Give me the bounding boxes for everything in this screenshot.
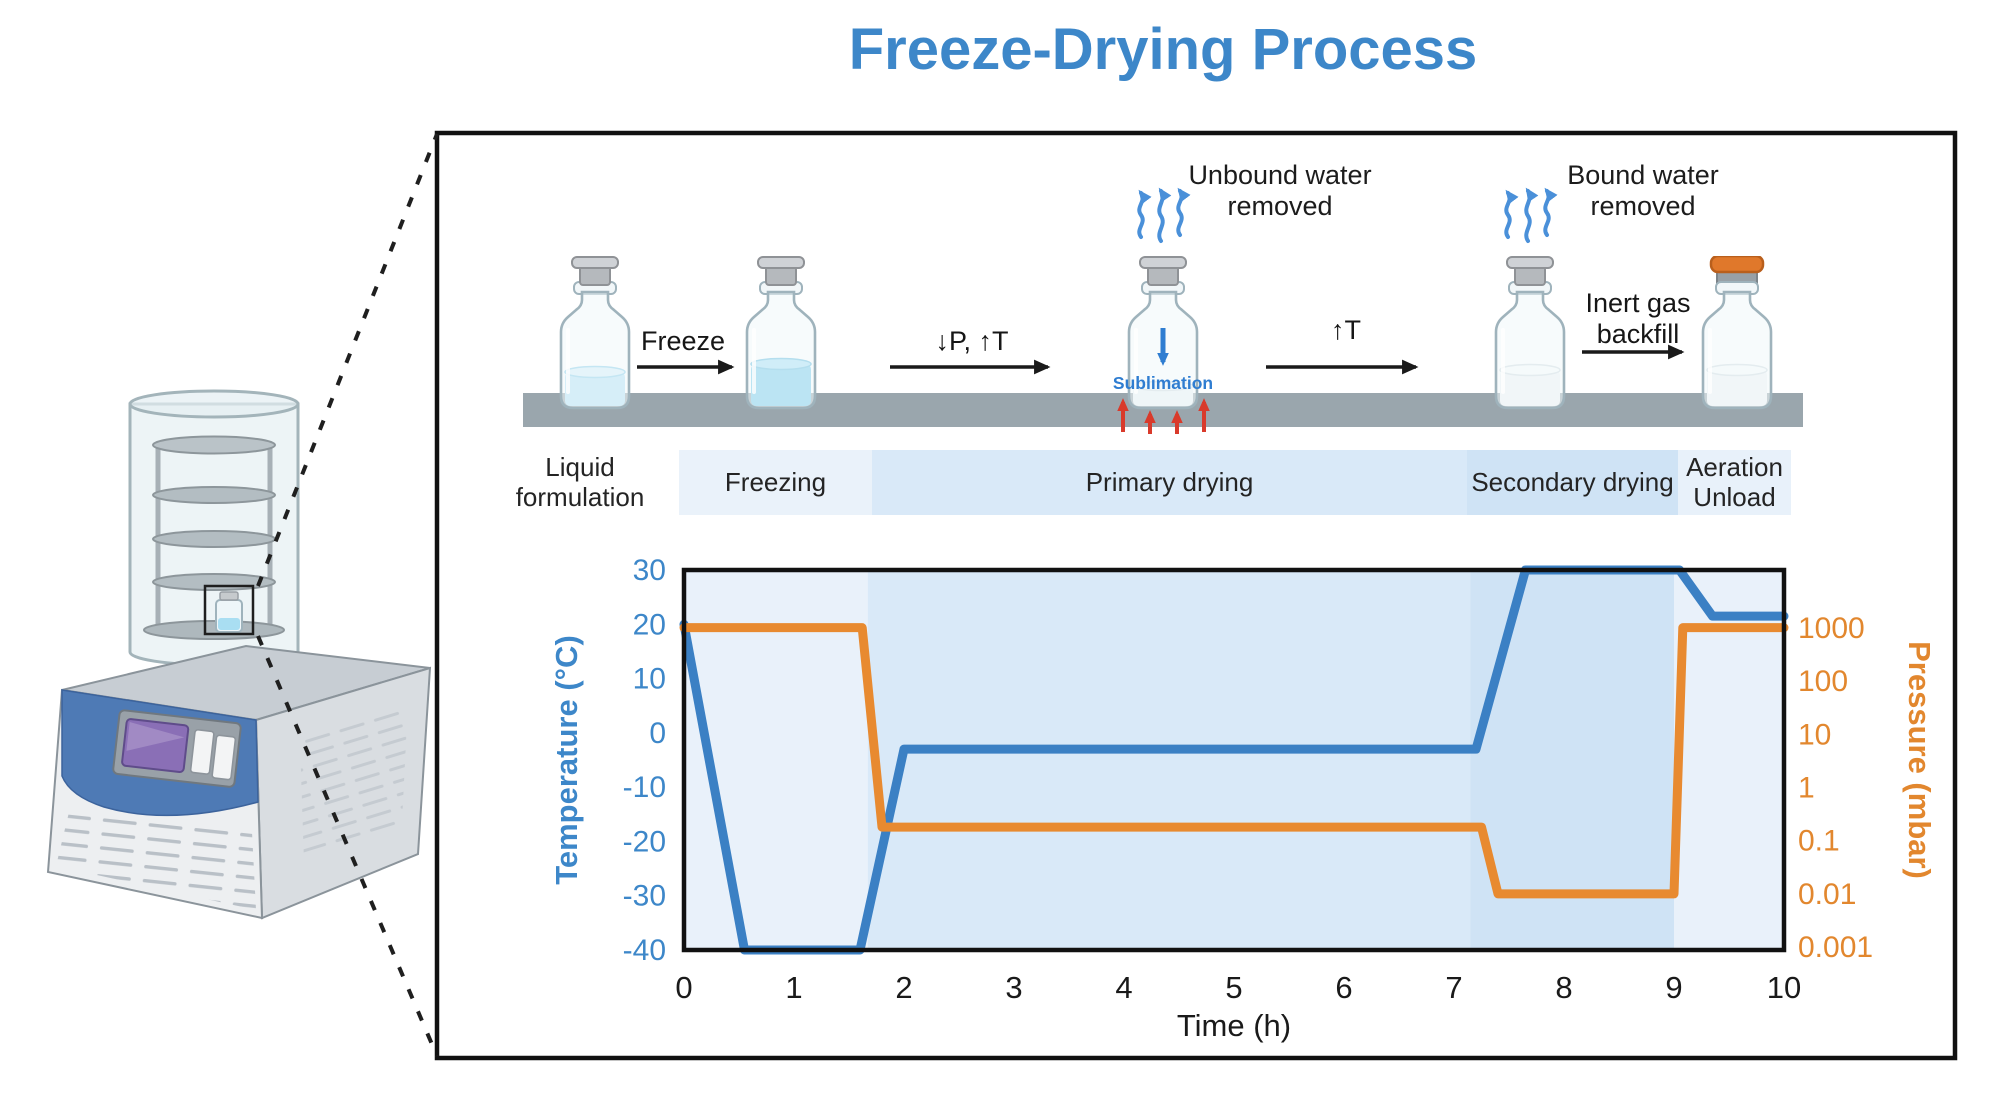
- time-axis-tick: 5: [1225, 970, 1242, 1005]
- pressure-axis-tick: 1: [1798, 771, 1815, 804]
- process-step-arrows: [637, 344, 1685, 375]
- freeze-dryer-machine: [46, 389, 432, 920]
- time-axis-tick: 8: [1555, 970, 1572, 1005]
- inert-gas-step-label: Inert gas backfill: [1585, 288, 1691, 350]
- pressure-axis-tick: 1000: [1798, 612, 1865, 645]
- heat-arrows: [1117, 398, 1210, 434]
- stage-freezing: Freezing: [679, 450, 872, 515]
- temperature-axis-label: Temperature (°C): [549, 635, 584, 885]
- machine-button: [189, 729, 215, 775]
- time-axis-tick: 1: [785, 970, 802, 1005]
- temperature-axis-tick: 0: [649, 717, 666, 750]
- pressure-line: [679, 623, 1789, 899]
- time-axis-tick: 2: [895, 970, 912, 1005]
- chart-frame: [681, 567, 1787, 953]
- temperature-axis-tick: -40: [623, 934, 666, 967]
- callout-dashed-line-bottom: [256, 635, 439, 1057]
- temperature-axis-tick: 10: [633, 663, 666, 696]
- stage-aeration-unload: Aeration Unload: [1678, 450, 1791, 515]
- vapor-arrows-unbound: [1137, 187, 1191, 243]
- time-axis-tick: 6: [1335, 970, 1352, 1005]
- machine-button: [211, 734, 237, 781]
- pressure-axis-label: Pressure (mbar): [1902, 641, 1937, 879]
- machine-vents-side: [300, 702, 408, 862]
- temperature-axis-tick: -20: [623, 825, 666, 858]
- time-axis-tick: 9: [1665, 970, 1682, 1005]
- pressure-temp-step-label: ↓P, ↑T: [935, 326, 1009, 356]
- pressure-axis-tick: 0.001: [1798, 931, 1873, 964]
- temperature-axis-tick: 20: [633, 608, 666, 641]
- temp-step-label: ↑T: [1331, 315, 1361, 345]
- pressure-axis-tick: 0.01: [1798, 878, 1856, 911]
- time-axis-tick: 4: [1115, 970, 1132, 1005]
- time-axis-tick: 10: [1767, 970, 1801, 1005]
- stage-secondary-drying: Secondary drying: [1467, 450, 1678, 515]
- time-axis-tick: 0: [675, 970, 692, 1005]
- page-title: Freeze-Drying Process: [848, 17, 1478, 82]
- vial-capped-final: [1701, 256, 1773, 410]
- sublimation-label: Sublimation: [1112, 373, 1214, 393]
- machine-control-panel: [112, 709, 242, 788]
- process-chart: 3020100-10-20-30-4010001001010.10.010.00…: [549, 554, 1937, 1043]
- temperature-axis-tick: 30: [633, 554, 666, 587]
- callout-dashed-line-top: [256, 133, 439, 587]
- machine-vents-front: [56, 808, 256, 910]
- vial-frozen: [745, 256, 817, 410]
- machine-sample-vial: [215, 591, 243, 633]
- temperature-axis-tick: -10: [623, 771, 666, 804]
- vial-liquid-formulation: [559, 256, 631, 410]
- stage-primary-drying: Primary drying: [872, 450, 1467, 515]
- vial-dried: [1494, 256, 1566, 410]
- vapor-arrows-bound: [1504, 187, 1558, 243]
- pressure-axis-tick: 0.1: [1798, 825, 1840, 858]
- vial-sublimation: [1127, 256, 1199, 410]
- time-axis-tick: 3: [1005, 970, 1022, 1005]
- stage-liquid-formulation: Liquid formulation: [515, 451, 645, 512]
- machine-shelf-stack: [143, 435, 285, 640]
- chart-stage-band: [867, 570, 1471, 950]
- temperature-axis-tick: -30: [623, 880, 666, 913]
- magnifier-square: [203, 584, 255, 636]
- chart-stage-band: [684, 570, 868, 950]
- time-axis-label: Time (h): [1177, 1008, 1291, 1043]
- pressure-axis-tick: 100: [1798, 665, 1848, 698]
- chart-stage-band: [1674, 570, 1784, 950]
- unbound-water-note: Unbound water removed: [1188, 160, 1372, 222]
- time-axis-tick: 7: [1445, 970, 1462, 1005]
- bound-water-note: Bound water removed: [1567, 160, 1719, 222]
- pressure-axis-tick: 10: [1798, 718, 1831, 751]
- freeze-step-label: Freeze: [640, 326, 726, 356]
